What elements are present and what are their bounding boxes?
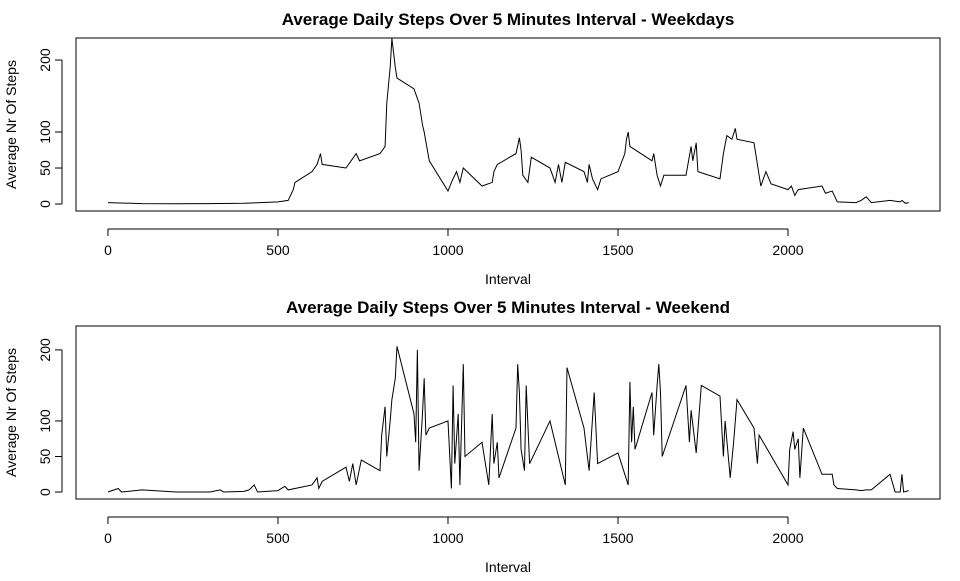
x-tick-label: 2000 (772, 530, 803, 546)
y-tick-label: 100 (37, 120, 53, 144)
y-tick-label: 200 (37, 48, 53, 72)
y-axis-label: Average Nr Of Steps (3, 348, 19, 477)
y-tick-label: 50 (37, 448, 53, 464)
data-line (107, 38, 909, 205)
chart-title: Average Daily Steps Over 5 Minutes Inter… (282, 10, 735, 29)
data-line (107, 346, 909, 493)
y-tick-label: 100 (37, 409, 53, 433)
x-axis-label: Interval (485, 271, 531, 287)
y-tick-label: 0 (37, 200, 53, 208)
x-tick-label: 0 (104, 530, 112, 546)
plot-box (75, 37, 941, 212)
x-tick-label: 0 (104, 242, 112, 258)
chart-title: Average Daily Steps Over 5 Minutes Inter… (286, 298, 730, 317)
x-tick-label: 1000 (432, 242, 463, 258)
x-tick-label: 2000 (772, 242, 803, 258)
y-tick-label: 50 (37, 160, 53, 176)
x-tick-label: 500 (266, 530, 290, 546)
y-axis-label: Average Nr Of Steps (3, 60, 19, 189)
x-tick-label: 1000 (432, 530, 463, 546)
x-axis-label: Interval (485, 559, 531, 575)
plot-box (75, 325, 941, 500)
x-tick-label: 500 (266, 242, 290, 258)
y-tick-label: 200 (37, 338, 53, 362)
x-tick-label: 1500 (602, 530, 633, 546)
y-tick-label: 0 (37, 488, 53, 496)
x-tick-label: 1500 (602, 242, 633, 258)
